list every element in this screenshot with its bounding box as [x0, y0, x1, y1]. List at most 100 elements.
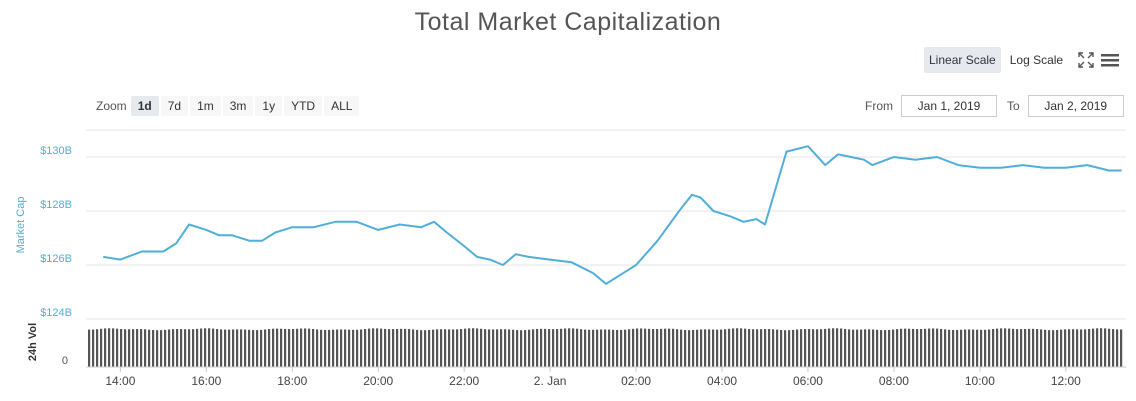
volume-bar	[972, 329, 975, 367]
volume-bar	[748, 328, 751, 367]
volume-bar	[280, 328, 283, 367]
volume-bar	[784, 330, 787, 367]
volume-bar	[408, 329, 411, 367]
volume-bar	[808, 329, 811, 367]
volume-bar	[1096, 328, 1099, 367]
volume-bar	[768, 329, 771, 367]
volume-bar	[1092, 328, 1095, 367]
volume-bar	[400, 328, 403, 367]
y-tick-label: $126B	[40, 253, 72, 265]
volume-bar	[836, 328, 839, 367]
volume-bar	[764, 329, 767, 367]
volume-bar	[364, 329, 367, 367]
volume-bar	[1116, 329, 1119, 367]
volume-bar	[476, 328, 479, 367]
zoom-3m-button[interactable]: 3m	[222, 96, 254, 116]
volume-bar	[684, 330, 687, 367]
volume-bar	[812, 329, 815, 367]
volume-bar	[144, 329, 147, 367]
scale-toolbar: Linear Scale Log Scale	[924, 47, 1120, 73]
volume-bar	[200, 328, 203, 367]
volume-bar	[716, 329, 719, 367]
volume-bar	[512, 329, 515, 367]
y-axis-ticks: $124B $126B $128B $130B	[40, 145, 72, 319]
volume-bar	[1108, 328, 1111, 367]
volume-bar	[636, 328, 639, 367]
volume-bar	[100, 328, 103, 367]
zoom-all-button[interactable]: ALL	[324, 96, 360, 116]
volume-bar	[644, 328, 647, 367]
volume-bar	[500, 329, 503, 367]
volume-bar	[1028, 328, 1031, 367]
volume-bar	[944, 329, 947, 367]
volume-bar	[600, 329, 603, 367]
volume-bar	[460, 329, 463, 367]
volume-bar	[404, 328, 407, 367]
volume-bar	[332, 329, 335, 367]
zoom-label: Zoom	[96, 99, 127, 113]
volume-bar	[188, 329, 191, 367]
volume-bar	[572, 328, 575, 367]
zoom-7d-button[interactable]: 7d	[160, 96, 189, 116]
date-range: From To	[865, 95, 1134, 117]
volume-bar	[384, 328, 387, 367]
volume-bar	[640, 328, 643, 367]
volume-bar	[672, 328, 675, 367]
volume-bar	[888, 329, 891, 367]
x-tick-label: 04:00	[707, 374, 737, 388]
volume-bar	[780, 329, 783, 367]
from-label: From	[865, 99, 893, 113]
volume-bar	[376, 328, 379, 367]
volume-bar	[1004, 328, 1007, 367]
chart-title: Total Market Capitalization	[414, 8, 722, 36]
zoom-1y-button[interactable]: 1y	[255, 96, 283, 116]
fullscreen-icon[interactable]	[1076, 50, 1096, 70]
to-date-input[interactable]	[1027, 95, 1124, 117]
volume-bar	[516, 330, 519, 367]
volume-bar	[432, 329, 435, 367]
volume-bar	[540, 328, 543, 367]
volume-bar	[532, 329, 535, 367]
volume-bar	[544, 328, 547, 367]
volume-bar	[552, 329, 555, 367]
volume-bar	[180, 329, 183, 367]
volume-bar	[352, 329, 355, 367]
volume-bar	[184, 329, 187, 367]
volume-bar	[124, 329, 127, 367]
log-scale-button[interactable]: Log Scale	[1009, 53, 1064, 67]
x-tick-label: 16:00	[191, 374, 221, 388]
volume-bar	[1076, 329, 1079, 367]
volume-bar	[288, 329, 291, 367]
volume-bar	[336, 329, 339, 367]
linear-scale-button[interactable]: Linear Scale	[924, 47, 1001, 73]
y-axis-title: Market Cap	[15, 197, 27, 254]
volume-bar	[520, 330, 523, 367]
x-tick-label: 08:00	[879, 374, 909, 388]
volume-bar	[996, 328, 999, 367]
volume-bar	[948, 329, 951, 367]
volume-bar	[160, 330, 163, 367]
zoom-1m-button[interactable]: 1m	[190, 96, 221, 116]
volume-bar	[900, 328, 903, 367]
volume-bar	[112, 328, 115, 367]
x-tick-label: 06:00	[793, 374, 823, 388]
from-date-input[interactable]	[901, 95, 997, 117]
hamburger-menu-icon[interactable]	[1100, 50, 1120, 70]
volume-bar	[556, 329, 559, 367]
volume-bar	[876, 329, 879, 367]
zoom-ytd-button[interactable]: YTD	[284, 96, 323, 116]
volume-bar	[904, 328, 907, 367]
volume-bar	[236, 329, 239, 367]
volume-bar	[148, 329, 151, 367]
volume-bar	[244, 329, 247, 367]
volume-bar	[1052, 330, 1055, 367]
volume-bar	[424, 330, 427, 367]
volume-bar	[592, 329, 595, 367]
volume-bar	[464, 328, 467, 367]
volume-bar	[712, 329, 715, 367]
y-tick-label: $124B	[40, 307, 72, 319]
volume-bar	[776, 329, 779, 367]
zoom-1d-button[interactable]: 1d	[130, 96, 159, 116]
volume-bar	[308, 328, 311, 367]
